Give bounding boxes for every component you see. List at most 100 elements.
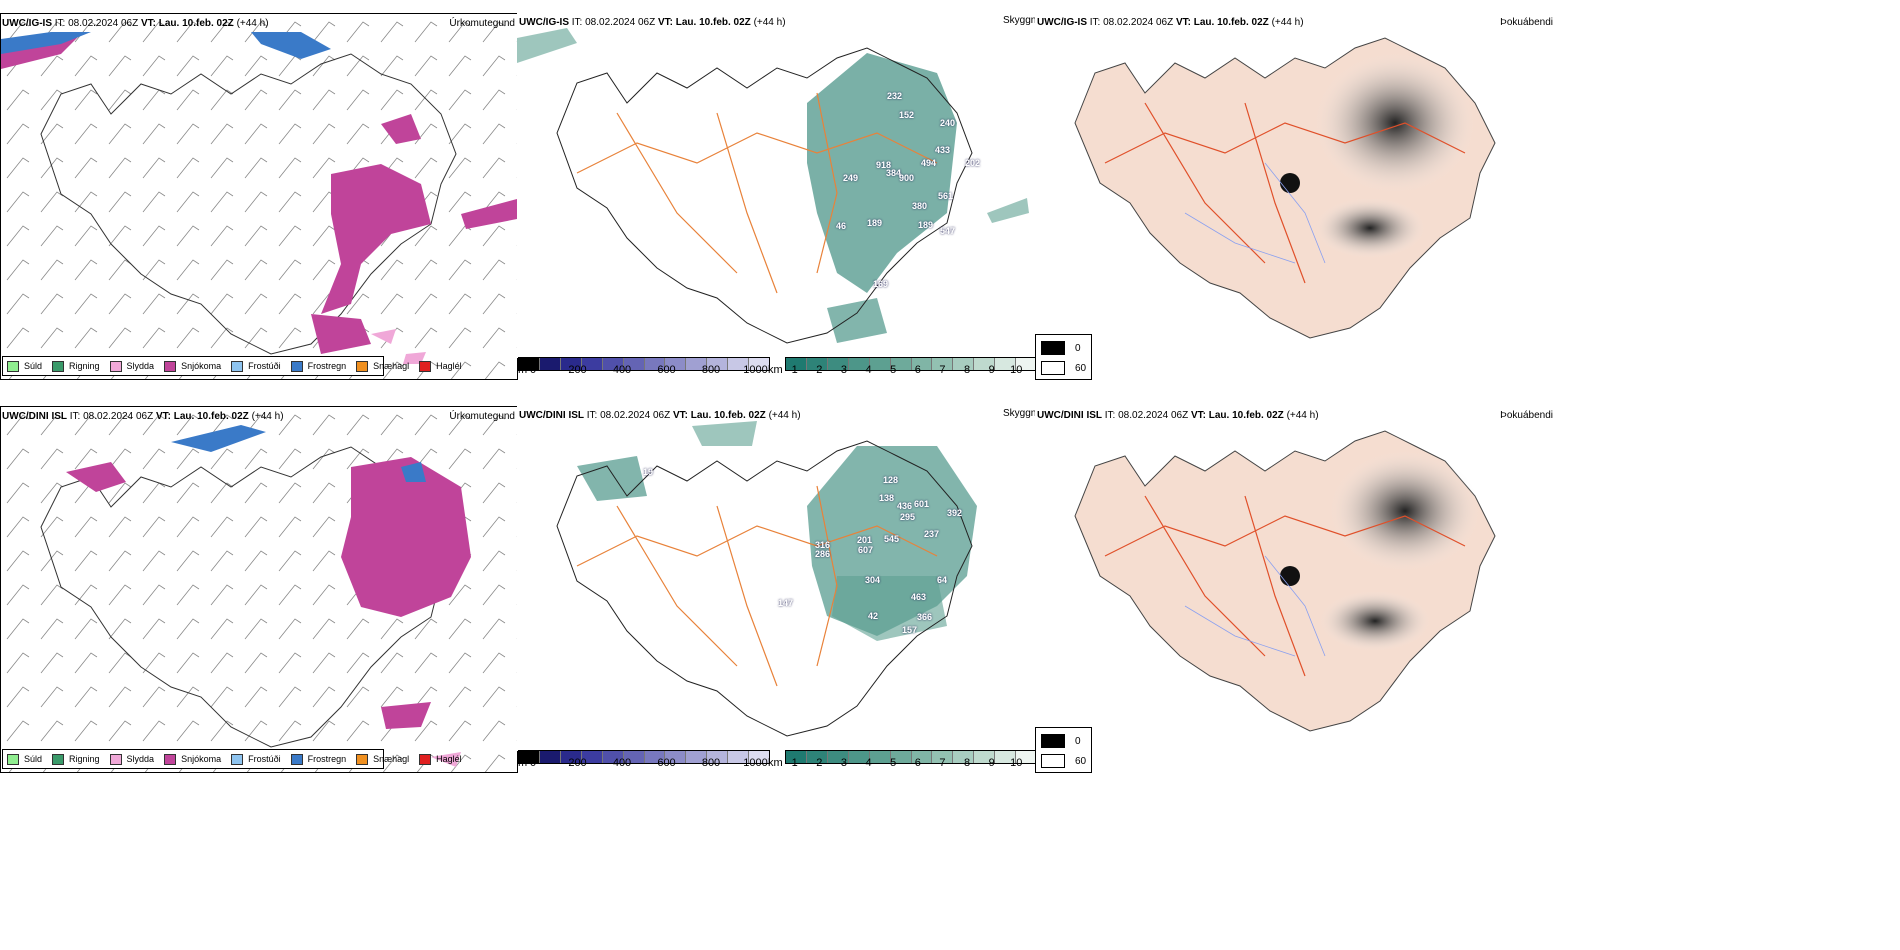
legend-label: Slydda [126,754,155,764]
legend-label: Frostregn [307,754,347,764]
precip-legend-item: Súld [7,753,43,765]
scale-cell [519,751,540,763]
valid-time: Lau. 10.feb. 02Z [158,18,234,29]
legend-swatch [231,360,244,372]
precip-legend-item: Snæhagl [356,360,410,372]
scale-cell [749,358,770,370]
visibility-value-label: 152 [899,110,915,120]
valid-time-label: VT: [657,17,673,28]
visibility-value-label: 601 [914,499,930,509]
scale-tick: 200 [568,757,587,769]
fog-signal [1315,198,1425,258]
visibility-patch [987,198,1029,223]
valid-time-label: VT: [1190,410,1206,421]
lead-time: (+44 h) [753,17,786,28]
precip-legend-item: Frostúði [231,753,281,765]
scale-cell [644,358,666,370]
scale-tick: 4 [865,364,872,376]
cloud-swatch [1041,361,1065,375]
visibility-value-label: 201 [857,535,873,545]
lead-time: (+44 h) [236,18,269,29]
scale-cell [602,358,624,370]
scale-cell [911,358,933,370]
issue-time-label: IT: [1104,410,1116,421]
legend-swatch [356,753,369,765]
visibility-map-bottom [556,421,977,737]
visibility-value-label: 249 [843,173,859,183]
scale-tick: 2 [816,364,823,376]
freezing-rain-area [171,425,266,452]
visibility-value-label: 380 [912,201,928,211]
lead-time: (+44 h) [1286,410,1319,421]
scale-cell [539,751,561,763]
visibility-value-label: 237 [924,529,940,539]
precip-legend-item: Rigning [52,753,100,765]
scale-tick: 1 [791,757,798,769]
precip-header: UWC/DINI ISL IT: 08.02.2024 06Z VT: Lau.… [2,411,284,423]
scale-cell [827,751,849,763]
legend-swatch [109,360,122,372]
scale-tick: 800 [701,364,721,376]
visibility-value-label: 384 [886,168,902,178]
legend-label: Snjókoma [181,754,222,764]
precip-legend-item: Slydda [109,360,154,372]
visibility-value-label: 64 [937,575,948,585]
scale-tick: 9 [988,757,995,769]
cloud-swatch [1041,754,1065,768]
legend-label: Frostúði [248,754,281,764]
scale-unit: km [768,364,783,376]
elevation-scale-bottom [518,750,770,764]
cloud-legend-top: 0 60 [1035,334,1092,380]
issue-time-label: IT: [54,18,66,29]
precip-legend-item: Snjókoma [164,360,221,372]
precip-legend-item: Snæhagl [356,753,409,765]
lead-time: (+44 h) [768,410,801,421]
scale-tick: 1000 [743,757,768,769]
fog-map-top [1074,37,1496,339]
km-ticks-bottom: km 1 2 3 4 5 6 7 8 9 10 [768,757,1035,771]
visibility-patch [807,53,957,293]
scale-cell [932,358,954,370]
precip-legend-bottom: Súld Rigning Slydda Snjókoma Frostúði Frostre… [2,749,462,769]
fog-signal [1330,451,1480,571]
legend-swatch [164,753,177,765]
snow-area [341,457,471,617]
scale-cell [539,358,561,370]
precip-map-top [1,14,517,379]
freezing-rain-area [251,32,331,59]
scale-cell [707,751,729,763]
legend-swatch [52,360,65,372]
scale-tick: 600 [657,364,676,376]
scale-cell [560,358,582,370]
valid-time-label: VT: [1175,17,1191,28]
scale-cell [707,358,729,370]
wind-barbs-layer [1,14,517,379]
visibility-value-label: 138 [879,493,895,503]
issue-time: 08.02.2024 06Z [83,411,154,422]
snow-area [461,199,517,229]
scale-cell [665,751,687,763]
issue-time-label: IT: [586,410,598,421]
scale-tick: 8 [964,364,971,376]
legend-label: Snæhagl [373,361,410,371]
legend-label: Súld [24,754,43,764]
scale-cell [995,751,1017,763]
scale-cell [686,751,708,763]
fog-signal [1320,591,1430,651]
visibility-value-label: 494 [921,158,937,168]
visibility-header: UWC/IG-IS IT: 08.02.2024 06Z VT: Lau. 10… [519,17,786,29]
scale-cell [827,358,849,370]
scale-cell [1016,358,1037,370]
issue-time: 08.02.2024 06Z [68,18,139,29]
cloud-label: 60 [1075,755,1087,767]
precip-map-panel-bottom: UWC/DINI ISL IT: 08.02.2024 06Z VT: Lau.… [0,406,518,773]
legend-swatch [7,360,19,372]
scale-tick: 0 [529,364,537,376]
fog-map-panel-bottom: UWC/DINI ISL IT: 08.02.2024 06Z VT: Lau.… [1035,406,1555,751]
visibility-patch [832,576,947,641]
precip-legend-item: Haglél [419,360,462,372]
legend-label: Súld [24,361,43,371]
scale-cell [806,358,828,370]
legend-label: Haglél [436,361,462,371]
cloud-label: 60 [1075,362,1087,374]
